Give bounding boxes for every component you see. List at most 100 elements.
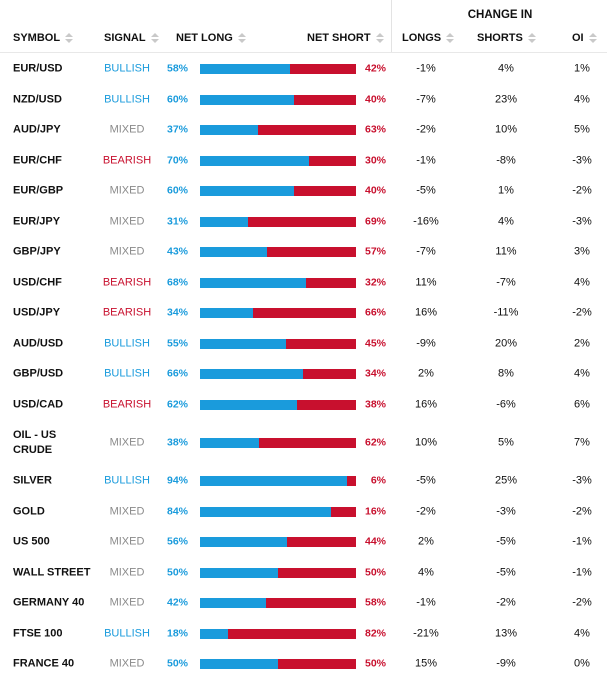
symbol-cell[interactable]: EUR/USD [13, 62, 63, 75]
symbol-cell[interactable]: GERMANY 40 [13, 596, 85, 609]
oi-change-value: 0% [574, 657, 590, 670]
oi-column-header[interactable]: OI [572, 24, 597, 52]
symbol-cell[interactable]: USD/JPY [13, 306, 61, 319]
oi-change-value: -3% [572, 474, 592, 487]
shorts-change-value: -8% [496, 154, 516, 167]
table-row[interactable]: WALL STREET MIXED 50% 50% 4% -5% -1% [0, 558, 607, 589]
table-row[interactable]: USD/JPY BEARISH 34% 66% 16% -11% -2% [0, 298, 607, 329]
sort-icon[interactable] [446, 32, 455, 44]
table-row[interactable]: EUR/USD BULLISH 58% 42% -1% 4% 1% [0, 54, 607, 85]
table-row[interactable]: GERMANY 40 MIXED 42% 58% -1% -2% -2% [0, 588, 607, 619]
oi-change-value: -3% [572, 154, 592, 167]
symbol-column-header[interactable]: SYMBOL [13, 24, 74, 52]
table-row[interactable]: EUR/CHF BEARISH 70% 30% -1% -8% -3% [0, 146, 607, 177]
table-row[interactable]: NZD/USD BULLISH 60% 40% -7% 23% 4% [0, 85, 607, 116]
sort-icon[interactable] [65, 32, 74, 44]
longs-change-value: -9% [416, 337, 436, 350]
table-row[interactable]: USD/CHF BEARISH 68% 32% 11% -7% 4% [0, 268, 607, 299]
net-long-fill [200, 598, 266, 609]
table-row[interactable]: US 500 MIXED 56% 44% 2% -5% -1% [0, 527, 607, 558]
net-short-value: 62% [364, 436, 386, 449]
net-long-fill [200, 567, 278, 578]
net-long-fill [200, 247, 268, 258]
sort-icon[interactable] [588, 32, 597, 44]
symbol-cell[interactable]: EUR/GBP [13, 184, 64, 197]
net-long-value: 50% [166, 566, 188, 579]
symbol-cell[interactable]: GOLD [13, 505, 45, 518]
shorts-column-header[interactable]: SHORTS [477, 24, 536, 52]
table-row[interactable]: EUR/JPY MIXED 31% 69% -16% 4% -3% [0, 207, 607, 238]
table-row[interactable]: GOLD MIXED 84% 16% -2% -3% -2% [0, 497, 607, 528]
shorts-change-value: -2% [496, 596, 516, 609]
net-long-column-header[interactable]: NET LONG [176, 24, 246, 52]
symbol-cell[interactable]: AUD/JPY [13, 123, 61, 136]
net-short-value: 40% [364, 93, 386, 106]
longs-change-value: -7% [416, 93, 436, 106]
net-long-fill [200, 186, 294, 197]
sentiment-bar [200, 537, 356, 548]
symbol-cell[interactable]: US 500 [13, 535, 50, 548]
sort-icon[interactable] [527, 32, 536, 44]
shorts-change-value: -7% [496, 276, 516, 289]
symbol-cell[interactable]: GBP/USD [13, 367, 64, 380]
table-header-row: SYMBOL SIGNAL NET LONG NET SHORT LONGS S… [0, 24, 607, 53]
shorts-change-value: 1% [498, 184, 514, 197]
shorts-change-value: 20% [494, 337, 518, 350]
signal-cell: BEARISH [102, 276, 152, 289]
longs-change-value: 16% [414, 398, 438, 411]
sentiment-bar [200, 506, 356, 517]
oi-change-value: -1% [572, 566, 592, 579]
signal-cell: BULLISH [104, 474, 150, 487]
symbol-cell[interactable]: OIL - US CRUDE [13, 429, 57, 456]
table-row[interactable]: USD/CAD BEARISH 62% 38% 16% -6% 6% [0, 390, 607, 421]
sort-icon[interactable] [237, 32, 246, 44]
signal-cell: BULLISH [104, 337, 150, 350]
net-long-value: 84% [166, 505, 188, 518]
net-long-value: 34% [166, 306, 188, 319]
table-row[interactable]: AUD/JPY MIXED 37% 63% -2% 10% 5% [0, 115, 607, 146]
symbol-cell[interactable]: NZD/USD [13, 93, 62, 106]
symbol-cell[interactable]: USD/CAD [13, 398, 64, 411]
table-row[interactable]: EUR/GBP MIXED 60% 40% -5% 1% -2% [0, 176, 607, 207]
signal-cell: BEARISH [102, 154, 152, 167]
oi-change-value: 4% [574, 93, 590, 106]
signal-column-header[interactable]: SIGNAL [104, 24, 159, 52]
table-row[interactable]: AUD/USD BULLISH 55% 45% -9% 20% 2% [0, 329, 607, 360]
symbol-cell[interactable]: GBP/JPY [13, 245, 61, 258]
symbol-cell[interactable]: WALL STREET [13, 566, 91, 579]
oi-header-label: OI [572, 32, 584, 44]
longs-column-header[interactable]: LONGS [402, 24, 455, 52]
sentiment-bar [200, 598, 356, 609]
net-short-value: 42% [364, 62, 386, 75]
longs-change-value: -5% [416, 184, 436, 197]
symbol-cell[interactable]: USD/CHF [13, 276, 62, 289]
symbol-cell[interactable]: FRANCE 40 [13, 657, 75, 670]
shorts-change-value: -5% [496, 535, 516, 548]
table-row[interactable]: FTSE 100 BULLISH 18% 82% -21% 13% 4% [0, 619, 607, 650]
symbol-cell[interactable]: AUD/USD [13, 337, 64, 350]
sentiment-bar [200, 308, 356, 319]
net-long-value: 55% [166, 337, 188, 350]
table-row[interactable]: OIL - US CRUDE MIXED 38% 62% 10% 5% 7% [0, 420, 607, 466]
net-long-fill [200, 338, 286, 349]
net-short-header-label: NET SHORT [307, 32, 371, 44]
signal-cell: MIXED [109, 245, 145, 258]
longs-change-value: 10% [414, 436, 438, 449]
symbol-cell[interactable]: EUR/JPY [13, 215, 61, 228]
table-row[interactable]: FRANCE 40 MIXED 50% 50% 15% -9% 0% [0, 649, 607, 680]
net-short-column-header[interactable]: NET SHORT [307, 24, 384, 52]
sort-icon[interactable] [375, 32, 384, 44]
symbol-cell[interactable]: SILVER [13, 474, 52, 487]
oi-change-value: 4% [574, 276, 590, 289]
table-row[interactable]: GBP/JPY MIXED 43% 57% -7% 11% 3% [0, 237, 607, 268]
signal-cell: BULLISH [104, 627, 150, 640]
shorts-change-value: -5% [496, 566, 516, 579]
symbol-cell[interactable]: FTSE 100 [13, 627, 63, 640]
table-row[interactable]: SILVER BULLISH 94% 6% -5% 25% -3% [0, 466, 607, 497]
signal-cell: BEARISH [102, 306, 152, 319]
shorts-change-value: -3% [496, 505, 516, 518]
symbol-cell[interactable]: EUR/CHF [13, 154, 62, 167]
table-row[interactable]: GBP/USD BULLISH 66% 34% 2% 8% 4% [0, 359, 607, 390]
net-long-fill [200, 659, 278, 670]
sort-icon[interactable] [150, 32, 159, 44]
